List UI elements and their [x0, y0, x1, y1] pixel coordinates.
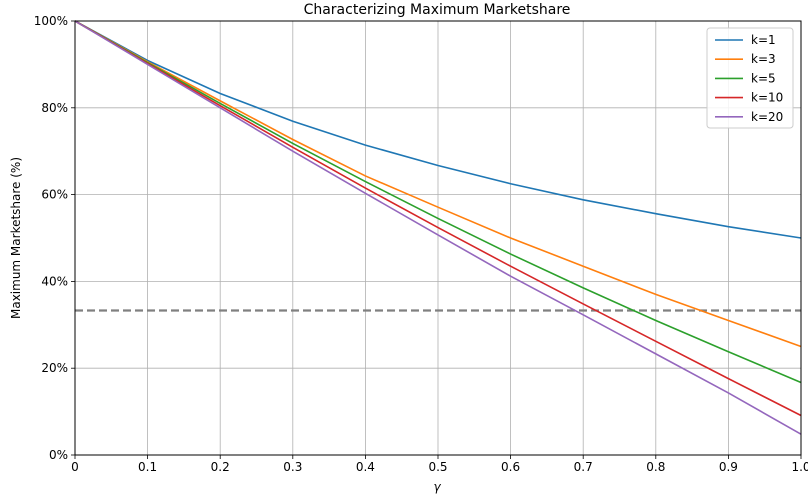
x-tick-label-4: 0.4	[356, 460, 375, 474]
series-line-2	[74, 20, 802, 384]
chart-title: Characterizing Maximum Marketshare	[304, 2, 571, 18]
y-axis-label: Maximum Marketshare (%)	[9, 157, 23, 319]
legend-label-2: k=5	[751, 71, 776, 85]
x-tick-label-6: 0.6	[501, 460, 520, 474]
y-tick-label-4: 80%	[41, 101, 68, 115]
series-line-4	[74, 20, 802, 435]
x-tick-label-9: 0.9	[719, 460, 738, 474]
x-tick-label-10: 1.0	[791, 460, 808, 474]
y-tick-label-2: 40%	[41, 274, 68, 288]
x-tick-label-0: 0	[71, 460, 79, 474]
y-tick-label-0: 0%	[49, 448, 68, 462]
y-tick-label-3: 60%	[41, 188, 68, 202]
ticks: 0 0.1 0.2 0.3 0.4 0.5 0.6 0.7 0.8 0.9 1.0 0% 20% 40% 6…	[34, 14, 808, 474]
x-tick-label-2: 0.2	[211, 460, 230, 474]
series-line-0	[74, 20, 802, 239]
x-tick-label-8: 0.8	[646, 460, 665, 474]
x-tick-label-5: 0.5	[428, 460, 447, 474]
legend-box	[706, 27, 794, 129]
y-tick-label-5: 100%	[34, 14, 68, 28]
x-axis-label: γ	[433, 480, 441, 494]
legend-label-3: k=10	[751, 91, 783, 105]
legend-label-4: k=20	[751, 110, 783, 124]
legend-label-1: k=3	[751, 52, 776, 66]
series-layer	[74, 20, 802, 435]
legend: k=1 k=3 k=5 k=10 k=20	[706, 27, 794, 129]
y-tick-label-1: 20%	[41, 361, 68, 375]
x-tick-label-7: 0.7	[574, 460, 593, 474]
series-line-1	[74, 20, 802, 348]
x-tick-label-1: 0.1	[138, 460, 157, 474]
legend-label-0: k=1	[751, 33, 776, 47]
x-tick-label-3: 0.3	[283, 460, 302, 474]
series-line-3	[74, 20, 802, 417]
